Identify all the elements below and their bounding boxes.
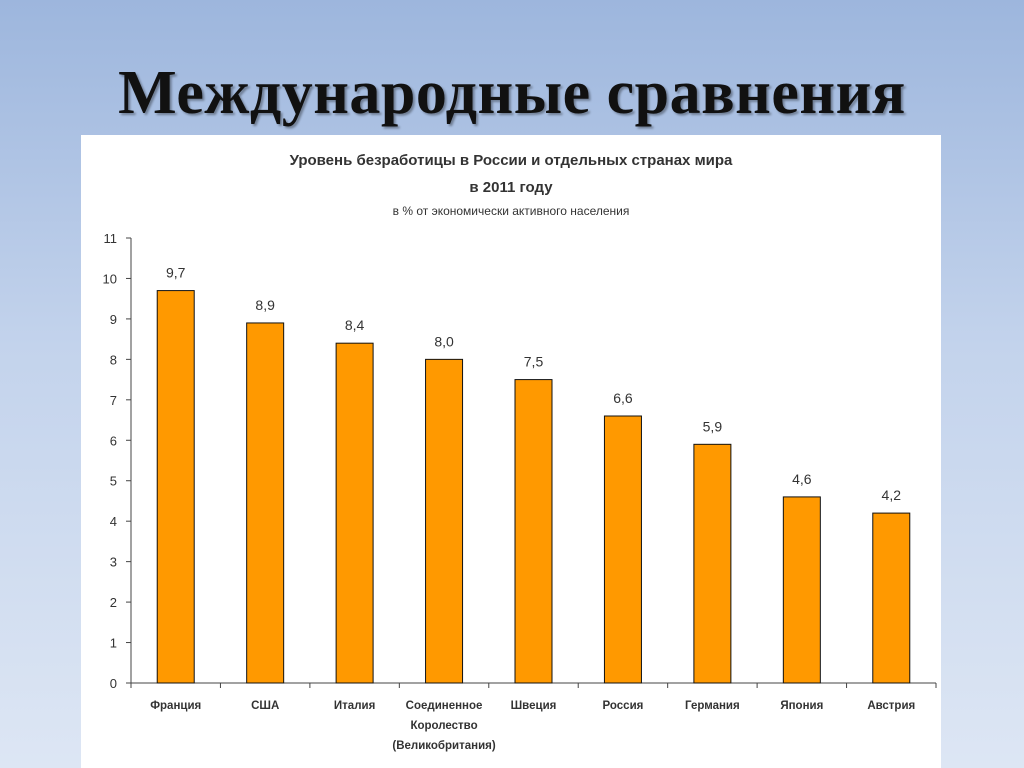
y-tick-label: 8 bbox=[110, 352, 117, 367]
category-label: Италия bbox=[334, 700, 375, 712]
data-label: 8,4 bbox=[345, 317, 365, 333]
category-label: Россия bbox=[603, 700, 644, 712]
y-tick-label: 2 bbox=[110, 595, 117, 610]
y-tick-label: 1 bbox=[110, 636, 117, 651]
data-label: 5,9 bbox=[703, 418, 723, 434]
chart-subtitle: в % от экономически активного населения bbox=[393, 204, 630, 218]
data-label: 4,2 bbox=[882, 487, 902, 503]
bars bbox=[156, 290, 911, 684]
bar bbox=[693, 443, 732, 684]
category-label: Германия bbox=[685, 700, 740, 712]
bar bbox=[872, 512, 911, 684]
category-label: США bbox=[251, 700, 279, 712]
y-tick-label: 9 bbox=[110, 312, 117, 327]
category-label: Франция bbox=[150, 700, 201, 712]
slide-title: Международные сравнения bbox=[118, 59, 906, 127]
bar bbox=[603, 415, 642, 684]
data-labels: 9,7 8,9 8,4 8,0 7,5 6,6 5,9 4,6 4,2 bbox=[166, 265, 901, 504]
bar bbox=[246, 322, 285, 684]
data-label: 8,0 bbox=[434, 333, 454, 349]
category-label: Королество bbox=[410, 720, 477, 732]
category-label: (Великобритания) bbox=[392, 740, 495, 752]
category-label: Соединенное bbox=[406, 700, 483, 712]
data-label: 8,9 bbox=[255, 297, 275, 313]
bar bbox=[782, 496, 821, 684]
unemployment-bar-chart: Уровень безработицы в России и отдельных… bbox=[103, 152, 937, 752]
chart-panel: Уровень безработицы в России и отдельных… bbox=[81, 135, 941, 768]
category-label: Япония bbox=[780, 700, 823, 712]
y-tick-label: 11 bbox=[104, 231, 118, 246]
bar bbox=[156, 290, 195, 684]
y-tick-label: 5 bbox=[110, 474, 117, 489]
y-tick-label: 10 bbox=[103, 271, 117, 286]
data-label: 6,6 bbox=[613, 390, 633, 406]
y-tick-label: 0 bbox=[110, 676, 117, 691]
chart-title: Уровень безработицы в России и отдельных… bbox=[290, 152, 733, 169]
data-label: 9,7 bbox=[166, 265, 186, 281]
y-tick-label: 6 bbox=[110, 433, 117, 448]
chart-title-line2: в 2011 году bbox=[469, 179, 553, 196]
bar bbox=[425, 358, 464, 684]
y-tick-label: 3 bbox=[110, 555, 117, 570]
category-label: Австрия bbox=[867, 700, 915, 712]
y-axis: 0 1 2 3 4 5 6 7 8 9 10 11 bbox=[103, 231, 132, 691]
data-label: 7,5 bbox=[524, 354, 544, 370]
bar bbox=[335, 342, 374, 684]
category-label: Швеция bbox=[511, 700, 557, 712]
data-label: 4,6 bbox=[792, 471, 812, 487]
bar bbox=[514, 379, 553, 684]
y-tick-label: 7 bbox=[110, 393, 117, 408]
category-labels: Франция США Италия Соединенное Королество (Ве… bbox=[150, 700, 915, 752]
y-tick-label: 4 bbox=[110, 514, 117, 529]
x-axis bbox=[130, 682, 937, 688]
